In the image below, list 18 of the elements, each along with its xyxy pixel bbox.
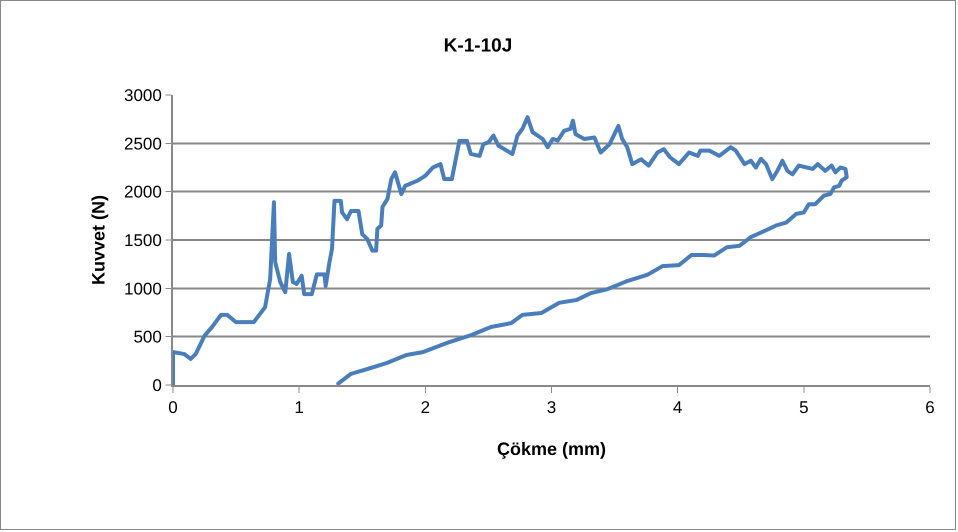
- x-tick-label: 6: [925, 398, 935, 418]
- y-tick-label: 1000: [124, 279, 162, 298]
- line-series: [173, 115, 849, 385]
- y-tick-label: 2000: [124, 182, 162, 202]
- x-tick-label: 4: [672, 398, 682, 418]
- y-tick-label: 2500: [124, 134, 162, 154]
- x-tick-label: 3: [546, 398, 556, 418]
- y-tick-label: 1500: [124, 230, 162, 250]
- x-tick-label: 1: [294, 398, 304, 418]
- y-tick-label: 500: [133, 328, 162, 347]
- x-tick-label: 5: [799, 398, 809, 418]
- x-axis-title: Çökme (mm): [496, 438, 606, 459]
- y-axis-title: Kuvvet (N): [88, 194, 109, 286]
- y-tick-label: 0: [152, 376, 162, 395]
- x-tick-label: 0: [168, 398, 178, 418]
- chart-title: K-1-10J: [444, 35, 512, 56]
- x-tick-label: 2: [420, 398, 430, 418]
- y-tick-label: 3000: [124, 86, 162, 105]
